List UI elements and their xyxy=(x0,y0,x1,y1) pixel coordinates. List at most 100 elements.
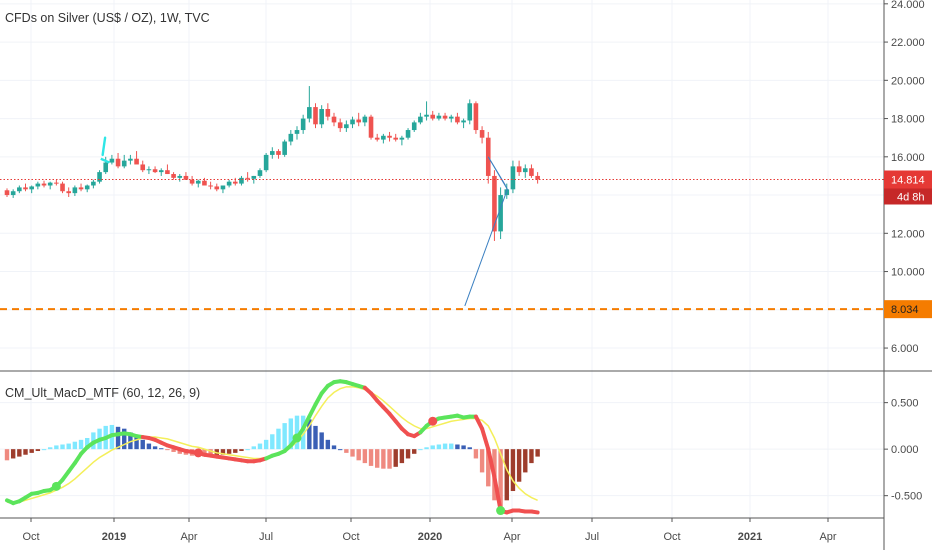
histogram-bar[interactable] xyxy=(146,443,152,450)
candle-body[interactable] xyxy=(103,162,109,173)
histogram-bar[interactable] xyxy=(85,437,90,450)
candle-body[interactable] xyxy=(29,186,34,190)
cross-marker[interactable] xyxy=(428,416,438,426)
candle-body[interactable] xyxy=(436,115,442,119)
candle-body[interactable] xyxy=(307,107,312,119)
histogram-bar[interactable] xyxy=(319,432,324,450)
histogram-bar[interactable] xyxy=(344,449,349,453)
candle-body[interactable] xyxy=(158,170,164,173)
candle-body[interactable] xyxy=(276,151,281,155)
candle-body[interactable] xyxy=(411,122,417,131)
candle-body[interactable] xyxy=(189,179,195,184)
histogram-bar[interactable] xyxy=(115,426,121,450)
histogram-bar[interactable] xyxy=(430,445,435,450)
candle-body[interactable] xyxy=(498,195,503,232)
cross-marker[interactable] xyxy=(292,433,302,443)
candle-body[interactable] xyxy=(263,154,269,171)
histogram-bar[interactable] xyxy=(473,449,479,459)
histogram-bar[interactable] xyxy=(220,449,226,455)
histogram-bar[interactable] xyxy=(461,445,466,450)
candle-body[interactable] xyxy=(214,186,220,190)
candle-body[interactable] xyxy=(294,130,300,134)
histogram-bar[interactable] xyxy=(128,432,133,450)
candle-body[interactable] xyxy=(251,175,257,179)
histogram-bar[interactable] xyxy=(449,443,454,450)
histogram-bar[interactable] xyxy=(171,449,176,452)
candle-body[interactable] xyxy=(430,114,436,119)
candle-body[interactable] xyxy=(17,187,22,192)
histogram-bar[interactable] xyxy=(350,449,355,457)
histogram-bar[interactable] xyxy=(294,415,300,450)
candle-body[interactable] xyxy=(448,116,454,119)
histogram-bar[interactable] xyxy=(54,445,59,450)
histogram-bar[interactable] xyxy=(337,449,343,451)
candle-body[interactable] xyxy=(146,169,152,171)
candle-body[interactable] xyxy=(152,169,158,173)
candle-body[interactable] xyxy=(522,168,528,173)
histogram-bar[interactable] xyxy=(23,449,28,455)
candle-body[interactable] xyxy=(171,174,176,178)
histogram-bar[interactable] xyxy=(66,443,71,450)
candle-body[interactable] xyxy=(97,172,102,182)
cross-marker[interactable] xyxy=(193,448,203,458)
histogram-bar[interactable] xyxy=(424,447,429,450)
candle-body[interactable] xyxy=(325,109,331,117)
candle-body[interactable] xyxy=(78,187,84,190)
candle-body[interactable] xyxy=(510,166,516,190)
candle-body[interactable] xyxy=(41,183,47,186)
candle-body[interactable] xyxy=(109,158,115,163)
histogram-bar[interactable] xyxy=(208,449,213,457)
histogram-bar[interactable] xyxy=(535,449,540,457)
histogram-bar[interactable] xyxy=(418,449,423,451)
candle-body[interactable] xyxy=(66,191,71,194)
candle-body[interactable] xyxy=(300,118,306,131)
candle-body[interactable] xyxy=(516,166,522,173)
candle-body[interactable] xyxy=(374,137,380,140)
histogram-bar[interactable] xyxy=(516,449,522,482)
candle-body[interactable] xyxy=(399,137,405,140)
candle-body[interactable] xyxy=(288,133,294,142)
candle-body[interactable] xyxy=(529,168,534,176)
candle-body[interactable] xyxy=(23,187,28,190)
histogram-bar[interactable] xyxy=(72,441,78,450)
histogram-bar[interactable] xyxy=(455,444,460,450)
histogram-bar[interactable] xyxy=(486,449,491,487)
candle-body[interactable] xyxy=(313,107,318,125)
histogram-bar[interactable] xyxy=(276,428,281,450)
candle-body[interactable] xyxy=(461,120,466,123)
histogram-bar[interactable] xyxy=(35,449,41,452)
candle-body[interactable] xyxy=(424,114,429,117)
histogram-bar[interactable] xyxy=(307,419,312,450)
candle-body[interactable] xyxy=(208,185,213,187)
candle-body[interactable] xyxy=(362,116,368,123)
candle-body[interactable] xyxy=(121,160,127,167)
candle-body[interactable] xyxy=(331,116,337,123)
candle-body[interactable] xyxy=(455,116,460,123)
histogram-bar[interactable] xyxy=(245,449,250,451)
histogram-bar[interactable] xyxy=(405,449,411,459)
histogram-bar[interactable] xyxy=(47,447,53,450)
histogram-bar[interactable] xyxy=(498,449,503,507)
histogram-bar[interactable] xyxy=(270,434,275,450)
candle-body[interactable] xyxy=(485,137,491,176)
candle-body[interactable] xyxy=(195,180,201,184)
candle-body[interactable] xyxy=(47,182,53,186)
histogram-bar[interactable] xyxy=(29,449,34,453)
candle-body[interactable] xyxy=(128,158,133,161)
candle-body[interactable] xyxy=(177,175,183,178)
histogram-bar[interactable] xyxy=(10,449,16,459)
histogram-bar[interactable] xyxy=(412,449,417,454)
histogram-bar[interactable] xyxy=(122,428,127,450)
histogram-bar[interactable] xyxy=(257,443,263,450)
histogram-bar[interactable] xyxy=(381,449,386,469)
candle-body[interactable] xyxy=(245,177,250,179)
histogram-bar[interactable] xyxy=(263,439,269,450)
candle-body[interactable] xyxy=(387,135,392,138)
histogram-bar[interactable] xyxy=(510,449,516,492)
histogram-bar[interactable] xyxy=(504,449,509,501)
candle-body[interactable] xyxy=(226,181,232,186)
histogram-bar[interactable] xyxy=(233,449,238,453)
candle-body[interactable] xyxy=(467,103,473,121)
oscillator-pane[interactable]: CM_Ult_MacD_MTF (60, 12, 26, 9) xyxy=(4,379,540,516)
